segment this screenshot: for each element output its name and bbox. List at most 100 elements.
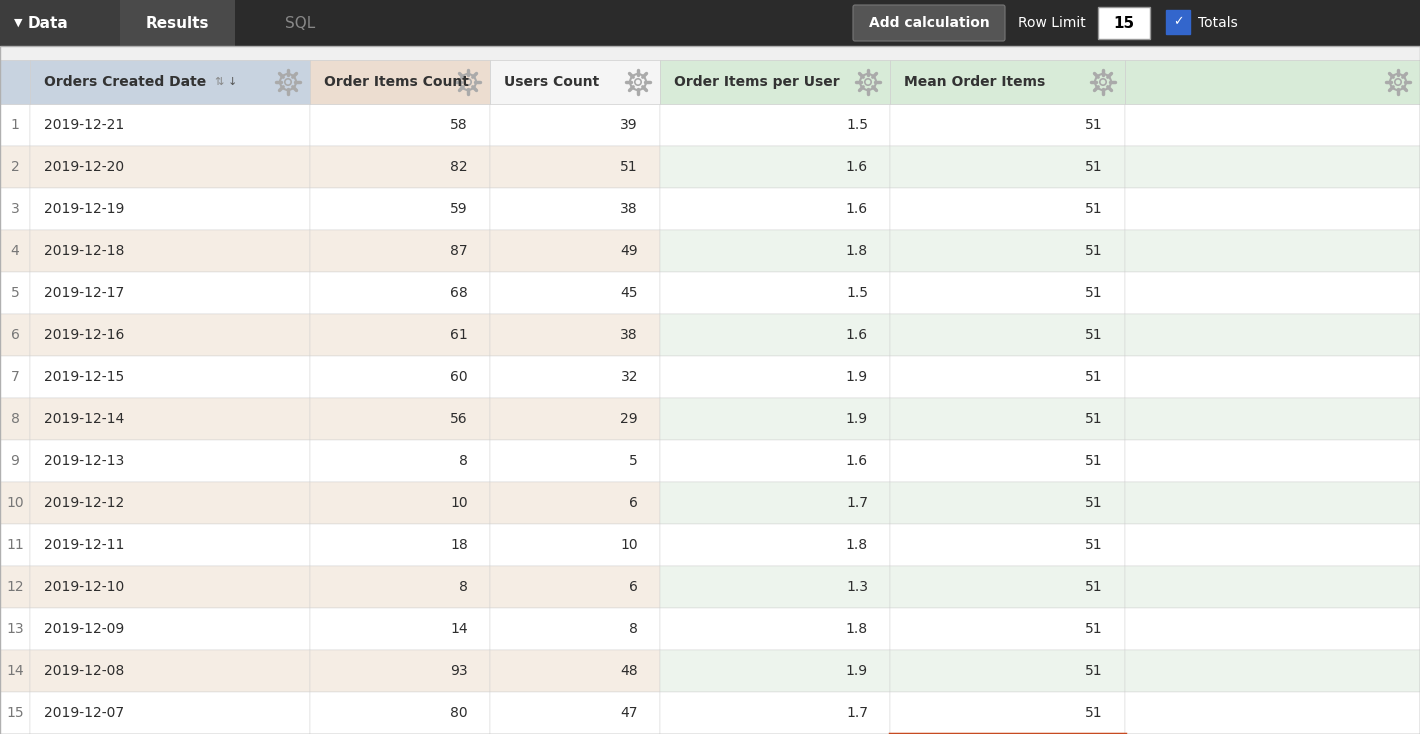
Bar bbox=[0, 356, 30, 398]
Text: 1.9: 1.9 bbox=[846, 412, 868, 426]
Bar bbox=[310, 692, 490, 734]
Text: 1.6: 1.6 bbox=[846, 328, 868, 342]
Text: ▼: ▼ bbox=[14, 18, 23, 28]
Text: 13: 13 bbox=[6, 622, 24, 636]
Bar bbox=[1125, 692, 1420, 734]
Text: ✓: ✓ bbox=[1173, 15, 1183, 29]
Bar bbox=[0, 608, 30, 650]
Text: 51: 51 bbox=[1085, 286, 1103, 300]
Text: 1.5: 1.5 bbox=[846, 286, 868, 300]
Bar bbox=[490, 650, 660, 692]
Bar bbox=[30, 440, 310, 482]
Bar bbox=[660, 60, 890, 104]
Text: 5: 5 bbox=[10, 286, 20, 300]
Bar bbox=[30, 188, 310, 230]
Bar bbox=[30, 104, 310, 146]
Text: 10: 10 bbox=[621, 538, 638, 552]
Bar bbox=[490, 566, 660, 608]
Bar bbox=[890, 188, 1125, 230]
Text: 51: 51 bbox=[1085, 454, 1103, 468]
Bar bbox=[310, 104, 490, 146]
Bar bbox=[660, 272, 890, 314]
Bar bbox=[890, 104, 1125, 146]
Bar bbox=[1125, 188, 1420, 230]
Bar bbox=[490, 272, 660, 314]
Bar bbox=[1125, 398, 1420, 440]
Bar bbox=[30, 230, 310, 272]
Text: 8: 8 bbox=[10, 412, 20, 426]
Text: ⇅: ⇅ bbox=[214, 77, 223, 87]
Text: 12: 12 bbox=[6, 580, 24, 594]
Text: 7: 7 bbox=[10, 370, 20, 384]
Text: 1.7: 1.7 bbox=[846, 706, 868, 720]
Text: 51: 51 bbox=[1085, 370, 1103, 384]
Text: Mean Order Items: Mean Order Items bbox=[905, 75, 1045, 89]
Bar bbox=[490, 524, 660, 566]
Text: 15: 15 bbox=[6, 706, 24, 720]
Bar bbox=[660, 230, 890, 272]
Bar bbox=[890, 482, 1125, 524]
Text: 2019-12-08: 2019-12-08 bbox=[44, 664, 125, 678]
Bar bbox=[660, 524, 890, 566]
Text: 87: 87 bbox=[450, 244, 469, 258]
Bar bbox=[310, 608, 490, 650]
Bar bbox=[660, 566, 890, 608]
Bar bbox=[310, 230, 490, 272]
Text: 61: 61 bbox=[450, 328, 469, 342]
Text: 8: 8 bbox=[459, 454, 469, 468]
Text: 58: 58 bbox=[450, 118, 469, 132]
Bar bbox=[0, 650, 30, 692]
Bar bbox=[30, 146, 310, 188]
Bar bbox=[30, 650, 310, 692]
Bar bbox=[1125, 104, 1420, 146]
Bar bbox=[1125, 314, 1420, 356]
Text: 2019-12-11: 2019-12-11 bbox=[44, 538, 125, 552]
Text: 2019-12-07: 2019-12-07 bbox=[44, 706, 124, 720]
Bar bbox=[310, 524, 490, 566]
Text: 51: 51 bbox=[1085, 580, 1103, 594]
Bar bbox=[660, 692, 890, 734]
Bar bbox=[890, 146, 1125, 188]
Bar bbox=[0, 692, 30, 734]
Text: Totals: Totals bbox=[1198, 16, 1238, 30]
Bar bbox=[310, 272, 490, 314]
Text: 80: 80 bbox=[450, 706, 469, 720]
Bar bbox=[660, 440, 890, 482]
Bar bbox=[490, 692, 660, 734]
Bar bbox=[30, 566, 310, 608]
Bar bbox=[0, 104, 30, 146]
Text: 2019-12-16: 2019-12-16 bbox=[44, 328, 125, 342]
Text: 2019-12-19: 2019-12-19 bbox=[44, 202, 125, 216]
Bar bbox=[310, 314, 490, 356]
Bar bbox=[0, 440, 30, 482]
Bar bbox=[490, 104, 660, 146]
Text: 1.9: 1.9 bbox=[846, 370, 868, 384]
Text: 2019-12-09: 2019-12-09 bbox=[44, 622, 125, 636]
Bar bbox=[660, 482, 890, 524]
Bar bbox=[310, 482, 490, 524]
Bar bbox=[1125, 356, 1420, 398]
Text: 2019-12-18: 2019-12-18 bbox=[44, 244, 125, 258]
Text: 8: 8 bbox=[459, 580, 469, 594]
Text: Data: Data bbox=[28, 15, 68, 31]
Text: 1.3: 1.3 bbox=[846, 580, 868, 594]
Text: Order Items Count: Order Items Count bbox=[324, 75, 469, 89]
Bar bbox=[0, 0, 121, 46]
Text: 68: 68 bbox=[450, 286, 469, 300]
Bar bbox=[490, 60, 660, 104]
Text: 45: 45 bbox=[621, 286, 638, 300]
Bar bbox=[660, 608, 890, 650]
Text: 51: 51 bbox=[1085, 160, 1103, 174]
Bar bbox=[0, 398, 30, 440]
Bar bbox=[490, 188, 660, 230]
Text: Orders Created Date: Orders Created Date bbox=[44, 75, 206, 89]
Bar bbox=[1125, 566, 1420, 608]
Bar bbox=[1125, 650, 1420, 692]
Text: Add calculation: Add calculation bbox=[869, 16, 990, 30]
Text: 29: 29 bbox=[621, 412, 638, 426]
Bar bbox=[660, 188, 890, 230]
Text: 51: 51 bbox=[1085, 538, 1103, 552]
Bar bbox=[30, 356, 310, 398]
Text: 2019-12-15: 2019-12-15 bbox=[44, 370, 125, 384]
Text: 51: 51 bbox=[1085, 622, 1103, 636]
